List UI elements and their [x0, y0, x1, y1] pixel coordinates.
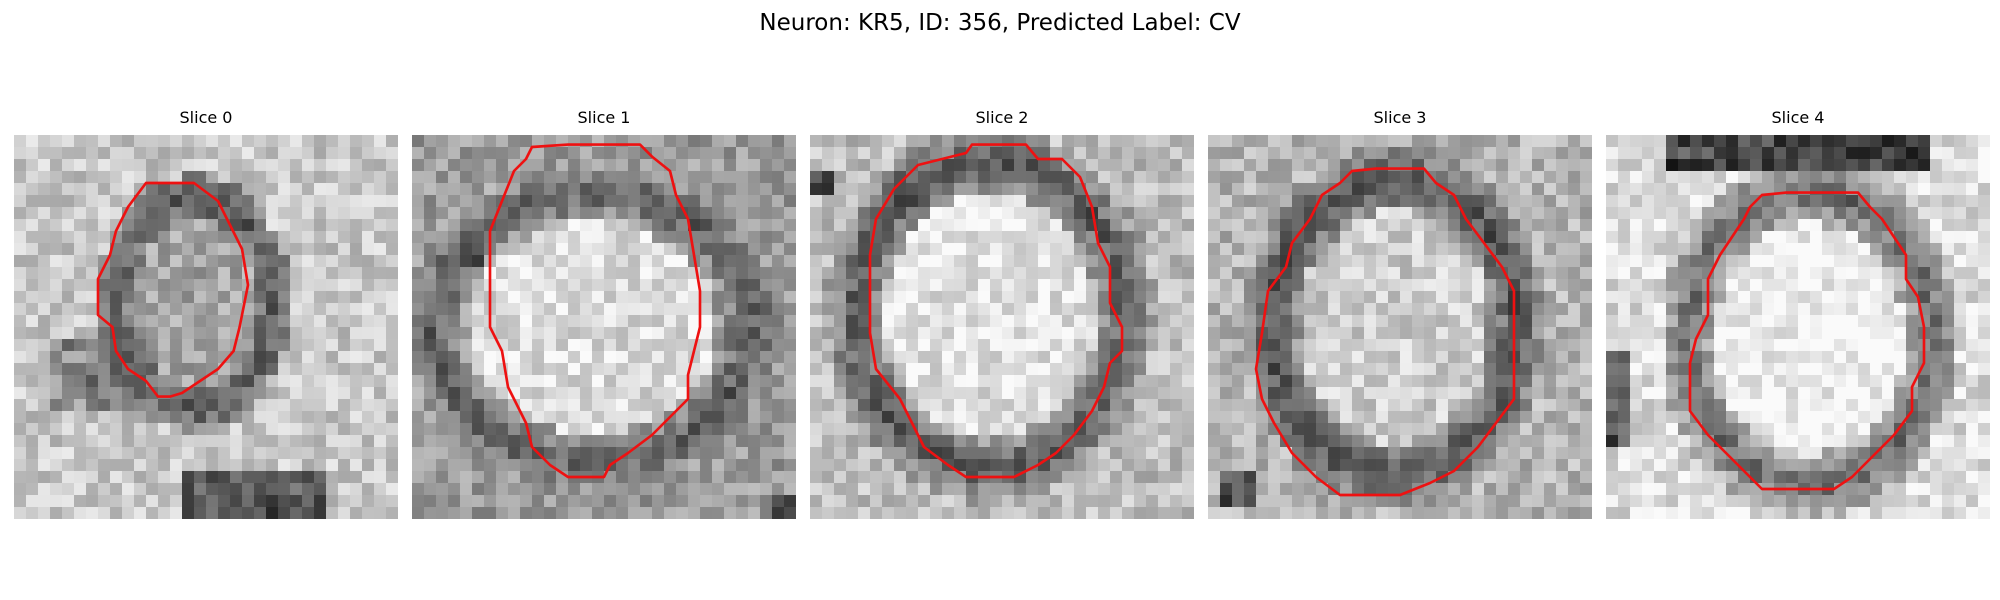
- cell-contour: [868, 143, 1124, 479]
- slice-panel: Slice 3: [1208, 108, 1592, 519]
- microscopy-pixels: [1606, 135, 1990, 519]
- slice-title: Slice 0: [179, 108, 233, 127]
- slice-image: [412, 135, 796, 519]
- slice-title: Slice 1: [577, 108, 631, 127]
- slice-panel: Slice 2: [810, 108, 1194, 519]
- slice-panel: Slice 0: [14, 108, 398, 519]
- slice-image: [1208, 135, 1592, 519]
- slice-panel: Slice 1: [412, 108, 796, 519]
- cell-contour: [488, 143, 702, 479]
- slice-title: Slice 2: [975, 108, 1029, 127]
- microscopy-pixels: [14, 135, 398, 519]
- slice-title: Slice 4: [1771, 108, 1825, 127]
- microscopy-pixels: [1208, 135, 1592, 519]
- slice-title: Slice 3: [1373, 108, 1427, 127]
- cell-contour: [96, 181, 250, 398]
- slice-panel: Slice 4: [1606, 108, 1990, 519]
- microscopy-pixels: [810, 135, 1194, 519]
- slice-image: [14, 135, 398, 519]
- slice-image: [810, 135, 1194, 519]
- cell-contour: [1688, 191, 1926, 491]
- slice-image: [1606, 135, 1990, 519]
- figure-title: Neuron: KR5, ID: 356, Predicted Label: C…: [759, 10, 1241, 36]
- microscopy-pixels: [412, 135, 796, 519]
- cell-contour: [1254, 167, 1516, 497]
